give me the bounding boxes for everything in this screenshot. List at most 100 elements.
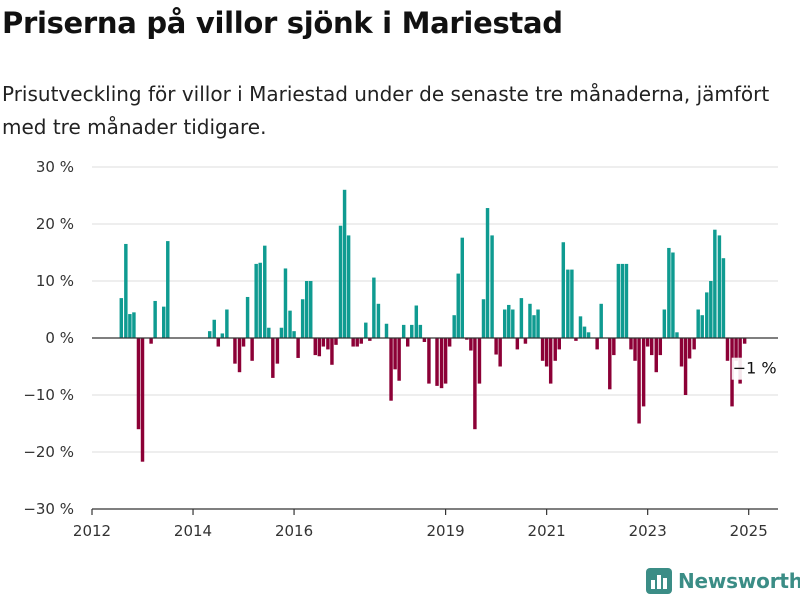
bar [658,338,663,356]
bar [128,314,132,338]
bar [267,327,271,338]
bar [406,338,410,347]
bar [212,319,216,338]
bar [481,299,486,338]
bar [376,303,381,338]
bar [334,338,338,345]
y-tick-label: −20 % [23,443,74,461]
bar [595,338,599,350]
bar [326,338,330,350]
annotation-background [731,357,778,380]
bar [304,281,309,338]
bar [422,338,427,342]
bar [582,326,587,338]
bar [292,331,296,338]
bar [490,235,494,338]
bar [721,258,726,338]
x-tick-label: 2025 [730,522,768,540]
bar [515,338,520,350]
bar [523,338,528,344]
bar [696,309,700,338]
bar [225,309,229,338]
x-tick-label: 2012 [73,522,111,540]
bar [338,225,343,338]
x-tick-label: 2019 [427,522,465,540]
bar [460,237,464,338]
y-tick-label: 0 % [45,329,74,347]
annotation: −1 % [731,357,778,380]
bar [389,338,393,401]
bar [162,306,166,338]
bar [447,338,452,347]
bar [346,235,351,338]
bar [700,315,704,338]
bar [683,338,688,395]
bar [254,263,258,338]
bar [662,309,667,338]
brand-logo: Newsworthy [646,568,800,594]
bar [629,338,633,350]
bar [342,189,347,338]
bar [544,338,549,367]
y-tick-label: 30 % [36,158,74,176]
bar [452,315,456,338]
bar [351,338,355,347]
bar [397,338,401,381]
bar [675,332,679,338]
bar [692,338,696,350]
bar [502,309,507,338]
bar [330,338,334,365]
bar [279,327,284,338]
bar [494,338,498,355]
bar [124,243,128,338]
bar [477,338,482,384]
bar [557,338,561,350]
bar [469,338,473,351]
bar [709,281,713,338]
bar [372,277,376,338]
bar [443,338,448,384]
bar [220,333,225,338]
bar [359,338,363,344]
bar [300,299,305,338]
bar [540,338,545,361]
bar [119,298,124,338]
bar [620,263,625,338]
y-tick-label: −30 % [23,500,74,518]
bar [485,208,490,338]
bar [153,300,157,338]
bar [507,304,511,338]
bar [140,338,145,462]
bar [528,303,532,338]
x-axis: 2012 2014 2016 2019 2021 2023 2025 [73,508,778,540]
bar [364,322,368,338]
bar [410,324,414,338]
bar [401,324,406,338]
bar [498,338,502,367]
bar [136,338,141,430]
bar [511,309,515,338]
bar [667,247,671,338]
y-axis: 30 % 20 % 10 % 0 % −10 % −20 % −30 % [23,158,74,518]
bar [519,298,524,338]
bar [679,338,684,367]
bar [624,263,629,338]
x-tick-label: 2021 [528,522,566,540]
bar [654,338,658,373]
bars [119,189,747,462]
bar [435,338,439,386]
bar [283,268,288,338]
bar [616,263,621,338]
chart-subtitle: Prisutveckling för villor i Mariestad un… [2,82,770,139]
bar [725,338,730,361]
bar [166,241,170,338]
bar [263,245,267,338]
newsworthy-logo-icon [646,568,672,594]
bar [309,281,313,338]
bar [207,331,212,338]
bar [258,262,262,338]
bar [532,315,536,338]
bar [313,338,317,356]
bar [418,324,423,338]
